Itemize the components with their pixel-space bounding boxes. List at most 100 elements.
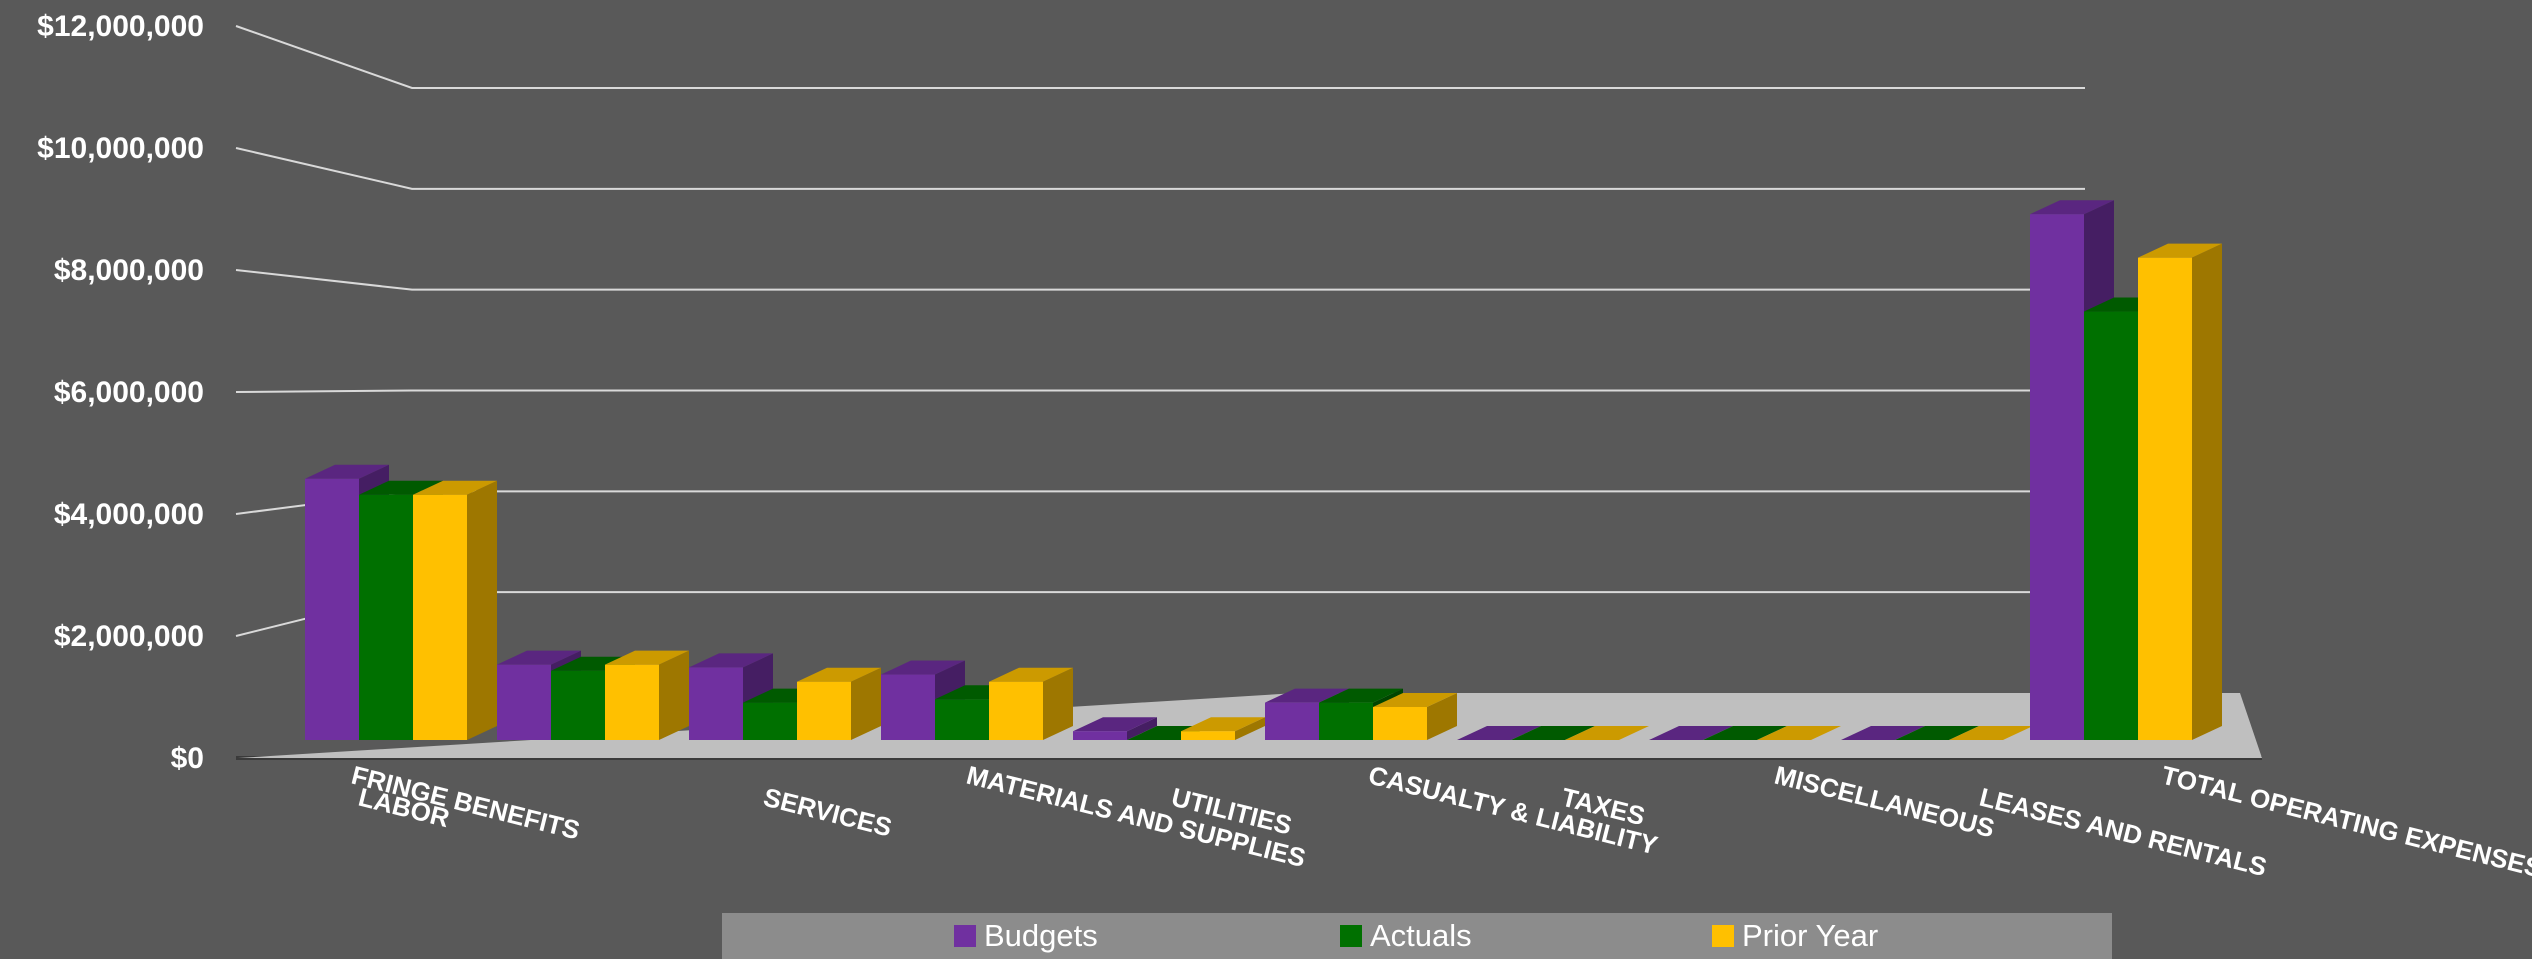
bars — [305, 200, 2222, 740]
bar-prior-year — [2138, 243, 2222, 740]
bar-prior-year — [413, 480, 497, 740]
bar-top-face — [689, 653, 773, 668]
bar-top-face — [1457, 726, 1541, 740]
bar-top-face — [1511, 726, 1595, 740]
bar-budgets — [1649, 726, 1733, 740]
bar-top-face — [797, 667, 881, 682]
y-tick-label: $10,000,000 — [37, 132, 204, 165]
y-tick-label: $4,000,000 — [54, 498, 204, 531]
y-tick-label: $2,000,000 — [54, 620, 204, 653]
bar-front-face — [1319, 702, 1373, 740]
legend-label: Actuals — [1370, 918, 1472, 953]
bar-top-face — [1265, 688, 1349, 703]
bar-top-face — [1181, 717, 1265, 732]
bar-front-face — [989, 681, 1043, 740]
bar-front-face — [1181, 731, 1235, 740]
bar-front-face — [1073, 731, 1127, 740]
bar-top-face — [1703, 726, 1787, 740]
gridline — [235, 389, 2085, 393]
bar-prior-year — [1181, 717, 1265, 740]
bar-top-face — [305, 464, 389, 479]
bar-side-face — [1043, 667, 1073, 740]
bar-front-face — [935, 699, 989, 740]
bar-front-face — [743, 702, 797, 740]
legend: Budgets Actuals Prior Year — [722, 913, 2112, 959]
bar-prior-year — [1757, 726, 1841, 740]
bar-prior-year — [1373, 693, 1457, 740]
bar-actuals — [1703, 726, 1787, 740]
legend-item-budgets: Budgets — [954, 919, 1098, 953]
legend-item-actuals: Actuals — [1340, 919, 1472, 953]
x-tick-label: MISCELLANEOUS — [1772, 760, 1998, 844]
bar-top-face — [1565, 726, 1649, 740]
bar-top-face — [1841, 726, 1925, 740]
bar-prior-year — [989, 667, 1073, 740]
bar-top-face — [989, 667, 1073, 682]
gridline — [235, 25, 2085, 89]
gridlines — [235, 25, 2262, 760]
y-tick-label: $8,000,000 — [54, 254, 204, 287]
bar-top-face — [551, 656, 635, 671]
chart-walls — [235, 25, 2085, 89]
bar-side-face — [1235, 717, 1265, 740]
bar-side-face — [1427, 693, 1457, 740]
bar-front-face — [497, 664, 551, 740]
legend-item-prior-year: Prior Year — [1712, 919, 1878, 953]
gridline — [235, 269, 2085, 291]
gridline — [235, 490, 2085, 515]
legend-label: Budgets — [984, 918, 1098, 953]
bar-budgets — [1841, 726, 1925, 740]
bar-top-face — [2138, 243, 2222, 258]
bar-actuals — [1319, 688, 1403, 740]
y-tick-label: $0 — [171, 742, 204, 775]
bar-front-face — [689, 667, 743, 740]
legend-label: Prior Year — [1742, 918, 1879, 953]
bar-budgets — [1457, 726, 1541, 740]
bar-front-face — [551, 670, 605, 740]
bar-top-face — [1757, 726, 1841, 740]
bar-front-face — [305, 478, 359, 740]
gridline — [235, 147, 2085, 190]
gridline — [235, 591, 2085, 637]
bar-side-face — [851, 667, 881, 740]
y-tick-label: $12,000,000 — [37, 10, 204, 43]
y-tick-label: $6,000,000 — [54, 376, 204, 409]
wall-edge — [235, 25, 2085, 89]
legend-swatch-prior-year — [1712, 925, 1734, 947]
bar-top-face — [881, 660, 965, 675]
bar-actuals — [1895, 726, 1979, 740]
bar-front-face — [2138, 257, 2192, 740]
legend-swatch-budgets — [954, 925, 976, 947]
bar-front-face — [605, 664, 659, 740]
bar-top-face — [1649, 726, 1733, 740]
bar-top-face — [605, 650, 689, 665]
x-tick-label: SERVICES — [761, 782, 895, 843]
bar-side-face — [659, 650, 689, 740]
bar-front-face — [413, 494, 467, 740]
legend-swatch-actuals — [1340, 925, 1362, 947]
bar-front-face — [797, 681, 851, 740]
bar-front-face — [1373, 707, 1427, 740]
bar-front-face — [2030, 214, 2084, 740]
bar-top-face — [2030, 200, 2114, 215]
bar-side-face — [2192, 243, 2222, 740]
bar-top-face — [1319, 688, 1403, 703]
bar-top-face — [1373, 693, 1457, 707]
bar-actuals — [1511, 726, 1595, 740]
bar-top-face — [1073, 717, 1157, 732]
bar-top-face — [413, 480, 497, 495]
bar-top-face — [497, 650, 581, 665]
bar-budgets — [1073, 717, 1157, 740]
bar-side-face — [1127, 717, 1157, 740]
bar-prior-year — [1949, 726, 2033, 740]
bar-prior-year — [1565, 726, 1649, 740]
bar-top-face — [1895, 726, 1979, 740]
bar-front-face — [1265, 702, 1319, 740]
bar-prior-year — [605, 650, 689, 740]
bar-front-face — [881, 674, 935, 740]
bar-top-face — [359, 480, 443, 495]
bar-front-face — [359, 494, 413, 740]
bar-top-face — [1949, 726, 2033, 740]
